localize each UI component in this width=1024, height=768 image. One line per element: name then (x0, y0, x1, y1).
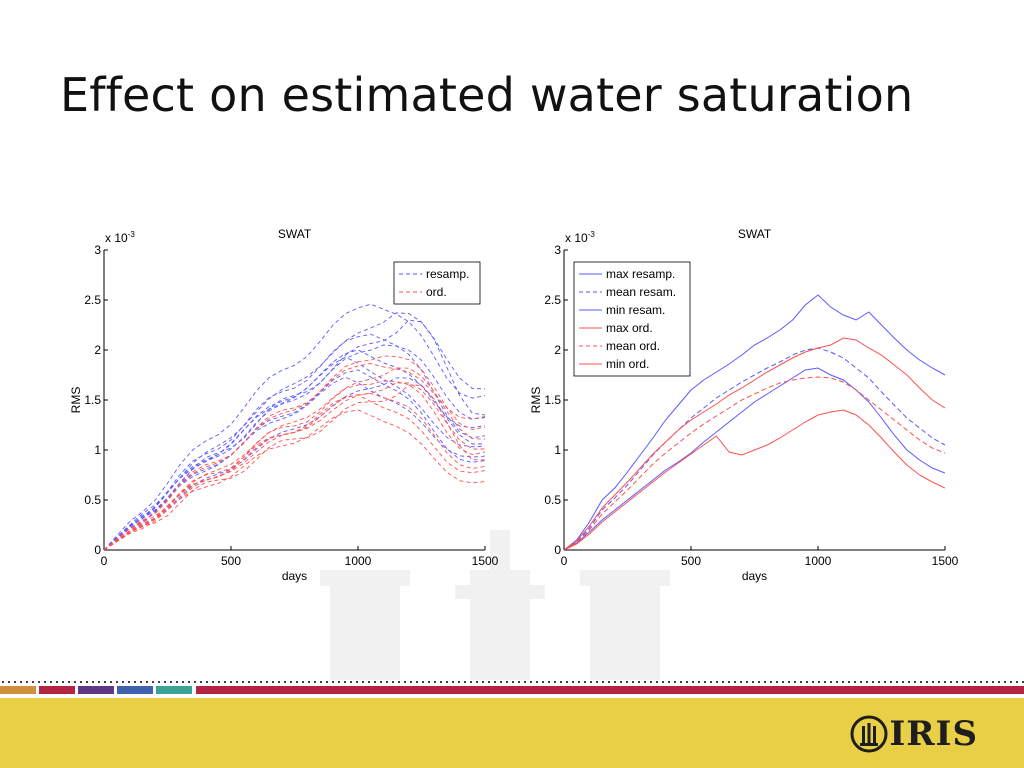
series-line (564, 376, 945, 550)
series-line (564, 294, 945, 550)
series-line (564, 409, 945, 550)
ensemble-line-ord (104, 367, 485, 550)
x-tick-label: 1000 (805, 554, 832, 568)
ensemble-line-ord (104, 355, 485, 550)
y-tick-label: 1 (554, 443, 561, 457)
legend-label: mean ord. (606, 339, 660, 353)
y-tick-label: 3 (94, 243, 101, 257)
band-teal (156, 686, 192, 694)
chart-title: SWAT (738, 227, 772, 241)
iris-emblem-icon (850, 715, 888, 753)
iris-logo: IRIS (849, 714, 978, 754)
y-tick-label: 3 (554, 243, 561, 257)
series-line (564, 367, 945, 550)
band-crimson-long (196, 686, 1024, 694)
ensemble-line-resamp (104, 303, 485, 550)
band-purple (78, 686, 114, 694)
ensemble-line-ord (104, 394, 485, 550)
y-tick-label: 0 (94, 543, 101, 557)
ensemble-line-ord (104, 363, 485, 550)
x-tick-label: 0 (561, 554, 568, 568)
series-line (564, 337, 945, 550)
y-tick-label: 1.5 (84, 393, 101, 407)
x-axis-label: days (282, 569, 307, 583)
x-tick-label: 500 (681, 554, 701, 568)
ensemble-line-ord (104, 409, 485, 550)
x-tick-label: 1500 (932, 554, 959, 568)
ensemble-line-ord (104, 384, 485, 550)
y-tick-label: 0.5 (84, 493, 101, 507)
series-line (564, 347, 945, 550)
ensemble-line-resamp (104, 356, 485, 550)
series-group (564, 294, 945, 550)
chart-left-svg: 0 500 1000 1500 0 0.5 1 1.5 2 2.5 3 x 10-3 SWAT days R… (69, 227, 499, 583)
series-group (104, 303, 485, 550)
x-tick-label: 0 (101, 554, 108, 568)
legend-label: resamp. (426, 267, 469, 281)
legend-box (573, 261, 691, 377)
legend-label: min ord. (606, 357, 649, 371)
band-blue (117, 686, 153, 694)
y-scale-label: x 10-3 (105, 230, 135, 245)
legend-label: max resamp. (606, 267, 675, 281)
y-tick-label: 2.5 (544, 293, 561, 307)
ensemble-line-ord (104, 380, 485, 550)
x-axis-label: days (742, 569, 767, 583)
ensemble-line-resamp (104, 369, 485, 550)
chart-swat-ensemble: 0 500 1000 1500 0 0.5 1 1.5 2 2.5 3 x 10-3 SWAT days R… (60, 222, 530, 592)
band-crimson (39, 686, 75, 694)
y-tick-label: 2 (554, 343, 561, 357)
y-tick-label: 1.5 (544, 393, 561, 407)
legend-label: ord. (426, 285, 447, 299)
footer-dotted-rule (0, 680, 1024, 684)
chart-swat-summary: 0 500 1000 1500 0 0.5 1 1.5 2 2.5 3 x 10-3 SWAT days R… (520, 222, 990, 592)
legend-label: max ord. (606, 321, 653, 335)
legend-label: min resam. (606, 303, 665, 317)
y-scale-exponent: -3 (128, 230, 136, 239)
y-tick-label: 0 (554, 543, 561, 557)
y-scale-exponent: -3 (588, 230, 596, 239)
y-axis-label: RMS (69, 387, 83, 414)
logo-text: IRIS (889, 714, 978, 754)
watermark-graphic (320, 530, 670, 680)
legend-box (393, 261, 481, 305)
slide-title: Effect on estimated water saturation (60, 68, 914, 122)
band-orange (0, 686, 36, 694)
x-tick-label: 500 (221, 554, 241, 568)
chart-right-svg: 0 500 1000 1500 0 0.5 1 1.5 2 2.5 3 x 10-3 SWAT days R… (529, 227, 959, 583)
x-tick-label: 1500 (472, 554, 499, 568)
ensemble-line-resamp (104, 344, 485, 550)
x-tick-label: 1000 (345, 554, 372, 568)
y-scale-label: x 10-3 (565, 230, 595, 245)
y-tick-label: 1 (94, 443, 101, 457)
ensemble-line-ord (104, 382, 485, 550)
ensemble-line-ord (104, 393, 485, 550)
chart-title: SWAT (278, 227, 312, 241)
y-tick-label: 2.5 (84, 293, 101, 307)
y-axis-label: RMS (529, 387, 543, 414)
legend-label: mean resam. (606, 285, 676, 299)
y-tick-label: 0.5 (544, 493, 561, 507)
y-tick-label: 2 (94, 343, 101, 357)
ensemble-line-resamp (104, 312, 485, 550)
